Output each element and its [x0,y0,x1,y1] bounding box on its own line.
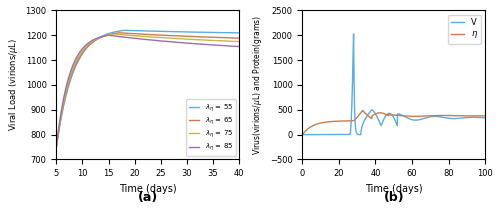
$\eta$ [388,114,394,116]
Text: (a): (a) [138,191,158,204]
$\lambda_{\eta}$ = 65 [186,35,192,38]
$\eta$ [384,113,390,116]
$\lambda_{\eta}$ = 85 [236,45,242,48]
$\lambda_{\eta}$ = 75 [111,33,117,35]
$\eta$ [477,114,483,117]
$\eta$ [308,125,314,128]
$\eta$ [360,109,366,112]
V [384,114,390,116]
$\lambda_{\eta}$ = 85 [54,146,60,148]
V [308,133,314,136]
$\lambda_{\eta}$ = 75 [54,146,60,148]
Legend: $\lambda_{\eta}$ = 55, $\lambda_{\eta}$ = 65, $\lambda_{\eta}$ = 75, $\lambda_{\: $\lambda_{\eta}$ = 55, $\lambda_{\eta}$ … [186,99,236,156]
$\lambda_{\eta}$ = 75 [236,40,242,43]
$\lambda_{\eta}$ = 55 [76,59,82,62]
$\lambda_{\eta}$ = 65 [126,32,132,35]
$\lambda_{\eta}$ = 65 [116,32,122,34]
$\lambda_{\eta}$ = 85 [169,41,175,43]
$\lambda_{\eta}$ = 65 [186,35,192,38]
V [477,116,483,119]
X-axis label: Time (days): Time (days) [365,184,422,194]
$\lambda_{\eta}$ = 65 [169,34,175,37]
$\lambda_{\eta}$ = 75 [126,34,132,37]
X-axis label: Time (days): Time (days) [119,184,176,194]
$\lambda_{\eta}$ = 55 [54,146,60,148]
$\lambda_{\eta}$ = 55 [126,29,132,32]
$\lambda_{\eta}$ = 75 [186,38,192,41]
$\lambda_{\eta}$ = 55 [236,32,242,34]
$\eta$ [482,114,488,117]
$\lambda_{\eta}$ = 65 [236,37,242,39]
V [477,116,483,119]
$\eta$ [300,133,306,136]
Legend: V, $\eta$: V, $\eta$ [448,15,481,44]
Y-axis label: Viral Load (virions/$\mu$L): Viral Load (virions/$\mu$L) [7,38,20,132]
Line: $\lambda_{\eta}$ = 65: $\lambda_{\eta}$ = 65 [56,33,239,147]
$\lambda_{\eta}$ = 55 [186,31,192,33]
Y-axis label: Virus(virions/$\mu$L) and Protein(grams): Virus(virions/$\mu$L) and Protein(grams) [252,15,264,155]
$\lambda_{\eta}$ = 55 [169,30,175,33]
Text: (b): (b) [384,191,404,204]
V [388,113,394,116]
$\lambda_{\eta}$ = 85 [186,42,192,45]
$\lambda_{\eta}$ = 55 [186,31,192,33]
$\lambda_{\eta}$ = 75 [114,33,119,36]
$\lambda_{\eta}$ = 75 [186,38,192,41]
$\lambda_{\eta}$ = 75 [76,56,82,58]
$\lambda_{\eta}$ = 65 [113,32,119,35]
V [482,117,488,119]
Line: $\lambda_{\eta}$ = 55: $\lambda_{\eta}$ = 55 [56,30,239,147]
Line: $\eta$: $\eta$ [302,110,485,135]
$\lambda_{\eta}$ = 65 [76,58,82,60]
$\lambda_{\eta}$ = 55 [113,30,119,33]
$\lambda_{\eta}$ = 85 [106,34,112,37]
$\eta$ [477,114,483,117]
Line: $\lambda_{\eta}$ = 85: $\lambda_{\eta}$ = 85 [56,35,239,147]
$\eta$ [444,114,450,117]
V [300,133,306,136]
$\lambda_{\eta}$ = 55 [122,29,128,32]
$\lambda_{\eta}$ = 85 [76,53,82,56]
V [444,117,450,119]
$\lambda_{\eta}$ = 85 [186,42,192,44]
V [350,33,356,35]
$\lambda_{\eta}$ = 85 [114,35,119,38]
Line: $\lambda_{\eta}$ = 75: $\lambda_{\eta}$ = 75 [56,34,239,147]
$\lambda_{\eta}$ = 65 [54,146,60,148]
$\lambda_{\eta}$ = 85 [126,37,132,39]
Line: V: V [302,34,485,135]
$\lambda_{\eta}$ = 75 [169,37,175,40]
